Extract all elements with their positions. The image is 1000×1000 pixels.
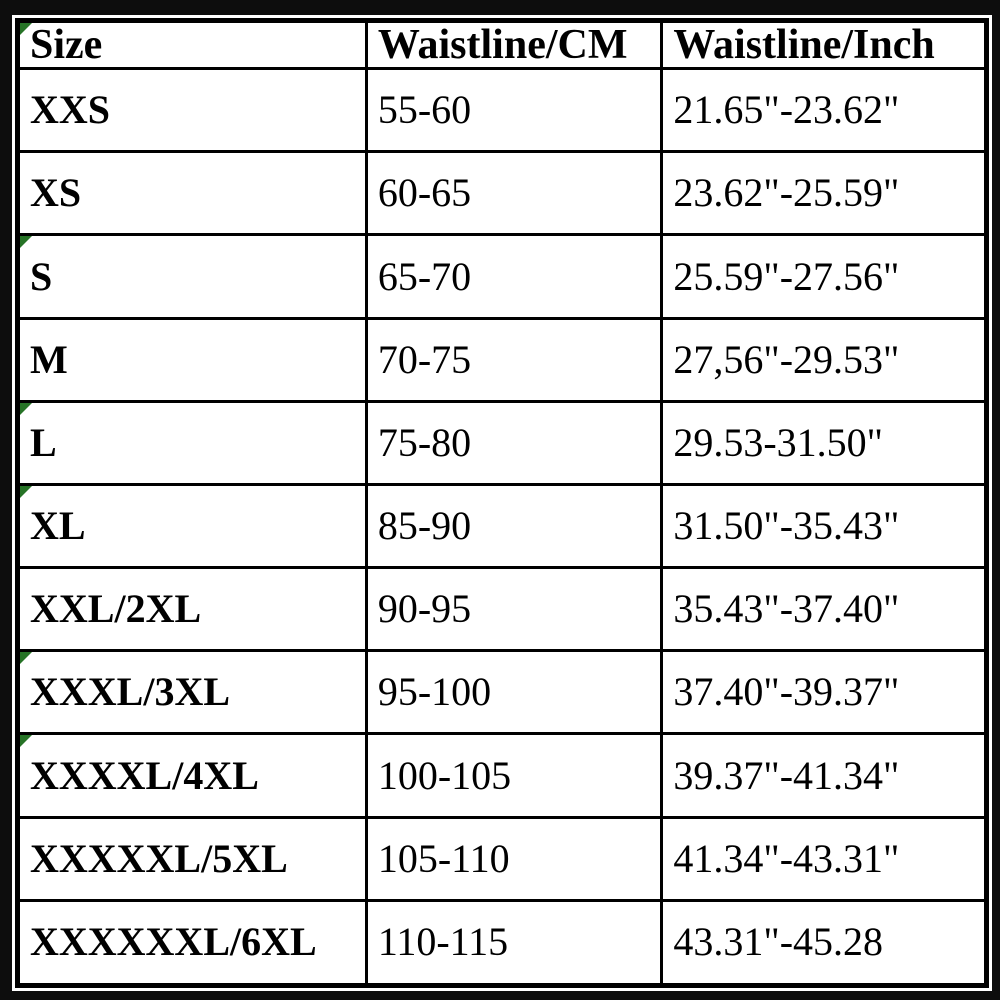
- cell-corner-marker-icon: [20, 736, 32, 748]
- size-value: L: [30, 419, 57, 465]
- cell-size: XXXL/3XL: [16, 649, 368, 736]
- column-header-waistline-cm: Waistline/CM: [364, 18, 664, 71]
- inch-value: 21.65"-23.62": [673, 87, 900, 133]
- cell-corner-marker-icon: [20, 237, 32, 249]
- table-paper: Size Waistline/CM Waistline/Inch XXS 55-…: [12, 15, 992, 991]
- cm-value: 100-105: [377, 752, 512, 798]
- size-value: XXS: [30, 87, 111, 133]
- cell-corner-marker-icon: [20, 653, 32, 665]
- cell-waistline-inch: 27,56"-29.53": [660, 316, 988, 403]
- inch-value: 39.37"-41.34": [673, 752, 900, 798]
- cell-corner-marker-icon: [20, 404, 32, 415]
- column-header-size-label: Size: [30, 22, 103, 68]
- cell-size: L: [16, 399, 368, 486]
- cell-size: XXXXL/4XL: [16, 732, 368, 819]
- cell-waistline-cm: 85-90: [364, 482, 664, 570]
- cm-value: 55-60: [377, 87, 472, 133]
- column-header-size: Size: [16, 18, 368, 71]
- cell-waistline-cm: 90-95: [364, 566, 664, 653]
- cell-size: XXXXXXL/6XL: [16, 898, 368, 988]
- cm-value: 60-65: [377, 170, 472, 216]
- column-header-waistline-inch-label: Waistline/Inch: [673, 22, 935, 68]
- cell-waistline-inch: 41.34"-43.31": [660, 815, 988, 902]
- cell-size: XS: [16, 150, 368, 237]
- inch-value: 31.50"-35.43": [673, 503, 900, 549]
- table-row: L 75-80 29.53-31.50": [16, 399, 988, 486]
- cm-value: 105-110: [377, 835, 510, 881]
- column-header-waistline-cm-label: Waistline/CM: [377, 22, 628, 68]
- table-row: S 65-70 25.59"-27.56": [16, 233, 988, 320]
- size-value: M: [30, 336, 68, 382]
- cell-corner-marker-icon: [20, 23, 32, 35]
- table-row: XXS 55-60 21.65"-23.62": [16, 67, 988, 154]
- cell-corner-marker-icon: [20, 487, 32, 498]
- inch-value: 27,56"-29.53": [673, 336, 900, 382]
- cell-waistline-inch: 25.59"-27.56": [660, 233, 988, 320]
- inch-value: 23.62"-25.59": [673, 170, 900, 216]
- cell-waistline-cm: 60-65: [364, 150, 664, 237]
- cell-waistline-cm: 65-70: [364, 233, 664, 320]
- cm-value: 85-90: [377, 503, 472, 549]
- inch-value: 41.34"-43.31": [673, 835, 900, 881]
- cell-waistline-cm: 110-115: [364, 898, 664, 988]
- size-value: XXL/2XL: [30, 586, 202, 632]
- inch-value: 35.43"-37.40": [673, 586, 900, 632]
- cell-size: S: [16, 233, 368, 320]
- inch-value: 25.59"-27.56": [673, 253, 900, 299]
- size-value: XS: [30, 170, 82, 216]
- cell-waistline-inch: 21.65"-23.62": [660, 67, 988, 154]
- column-header-waistline-inch: Waistline/Inch: [660, 18, 988, 71]
- cell-waistline-cm: 55-60: [364, 67, 664, 154]
- size-value: XXXXL/4XL: [30, 752, 259, 798]
- cell-waistline-cm: 95-100: [364, 649, 664, 736]
- cell-size: XXXXXL/5XL: [16, 815, 368, 902]
- size-value: XXXXXL/5XL: [30, 835, 288, 881]
- size-value: S: [30, 253, 53, 299]
- size-value: XXXL/3XL: [30, 669, 231, 715]
- cell-size: M: [16, 316, 368, 403]
- cell-size: XXS: [16, 67, 368, 154]
- inch-value: 37.40"-39.37": [673, 669, 900, 715]
- cell-waistline-inch: 39.37"-41.34": [660, 732, 988, 819]
- inch-value: 43.31"-45.28: [673, 919, 884, 965]
- cell-waistline-inch: 31.50"-35.43": [660, 482, 988, 570]
- cell-size: XXL/2XL: [16, 566, 368, 653]
- cell-size: XL: [16, 482, 368, 570]
- cell-waistline-cm: 105-110: [364, 815, 664, 902]
- cm-value: 75-80: [377, 419, 472, 465]
- cell-waistline-inch: 37.40"-39.37": [660, 649, 988, 736]
- cell-waistline-inch: 29.53-31.50": [660, 399, 988, 486]
- table-row: XXL/2XL 90-95 35.43"-37.40": [16, 566, 988, 653]
- cell-waistline-inch: 43.31"-45.28: [660, 898, 988, 988]
- cell-waistline-cm: 100-105: [364, 732, 664, 819]
- cell-waistline-inch: 35.43"-37.40": [660, 566, 988, 653]
- cell-waistline-cm: 70-75: [364, 316, 664, 403]
- table-row: XS 60-65 23.62"-25.59": [16, 150, 988, 237]
- size-value: XL: [30, 503, 86, 549]
- table-row: M 70-75 27,56"-29.53": [16, 316, 988, 403]
- size-chart-table: Size Waistline/CM Waistline/Inch XXS 55-…: [15, 18, 989, 988]
- table-row: XL 85-90 31.50"-35.43": [16, 482, 988, 570]
- table-row: XXXL/3XL 95-100 37.40"-39.37": [16, 649, 988, 736]
- table-row: XXXXXXL/6XL 110-115 43.31"-45.28: [16, 898, 988, 988]
- cm-value: 65-70: [377, 253, 472, 299]
- cm-value: 70-75: [377, 336, 472, 382]
- size-value: XXXXXXL/6XL: [30, 919, 317, 965]
- table-row: XXXXXL/5XL 105-110 41.34"-43.31": [16, 815, 988, 902]
- header-row: Size Waistline/CM Waistline/Inch: [16, 18, 988, 71]
- cell-waistline-inch: 23.62"-25.59": [660, 150, 988, 237]
- cm-value: 90-95: [377, 586, 472, 632]
- table-row: XXXXL/4XL 100-105 39.37"-41.34": [16, 732, 988, 819]
- inch-value: 29.53-31.50": [673, 419, 884, 465]
- cm-value: 95-100: [377, 669, 492, 715]
- cm-value: 110-115: [377, 919, 509, 965]
- cell-waistline-cm: 75-80: [364, 399, 664, 486]
